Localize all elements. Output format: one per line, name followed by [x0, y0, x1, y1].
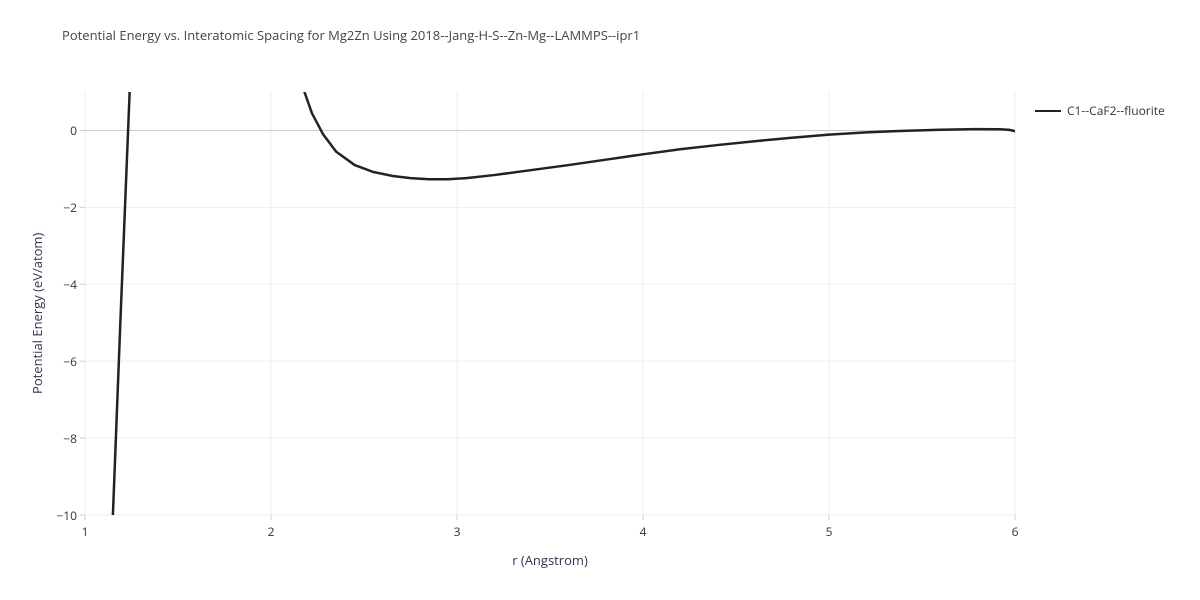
x-tick-label: 1 — [65, 523, 105, 540]
y-tick-label: −8 — [35, 430, 77, 447]
chart-plot-area — [0, 0, 1200, 600]
x-tick-label: 3 — [437, 523, 477, 540]
x-tick-label: 5 — [809, 523, 849, 540]
y-tick-label: −2 — [35, 199, 77, 216]
series-line — [304, 92, 1015, 179]
x-tick-label: 6 — [995, 523, 1035, 540]
x-tick-label: 4 — [623, 523, 663, 540]
x-tick-label: 2 — [251, 523, 291, 540]
y-tick-label: −10 — [35, 507, 77, 524]
y-tick-label: −4 — [35, 276, 77, 293]
y-tick-label: 0 — [35, 122, 77, 139]
y-tick-label: −6 — [35, 353, 77, 370]
series-line — [113, 92, 130, 515]
